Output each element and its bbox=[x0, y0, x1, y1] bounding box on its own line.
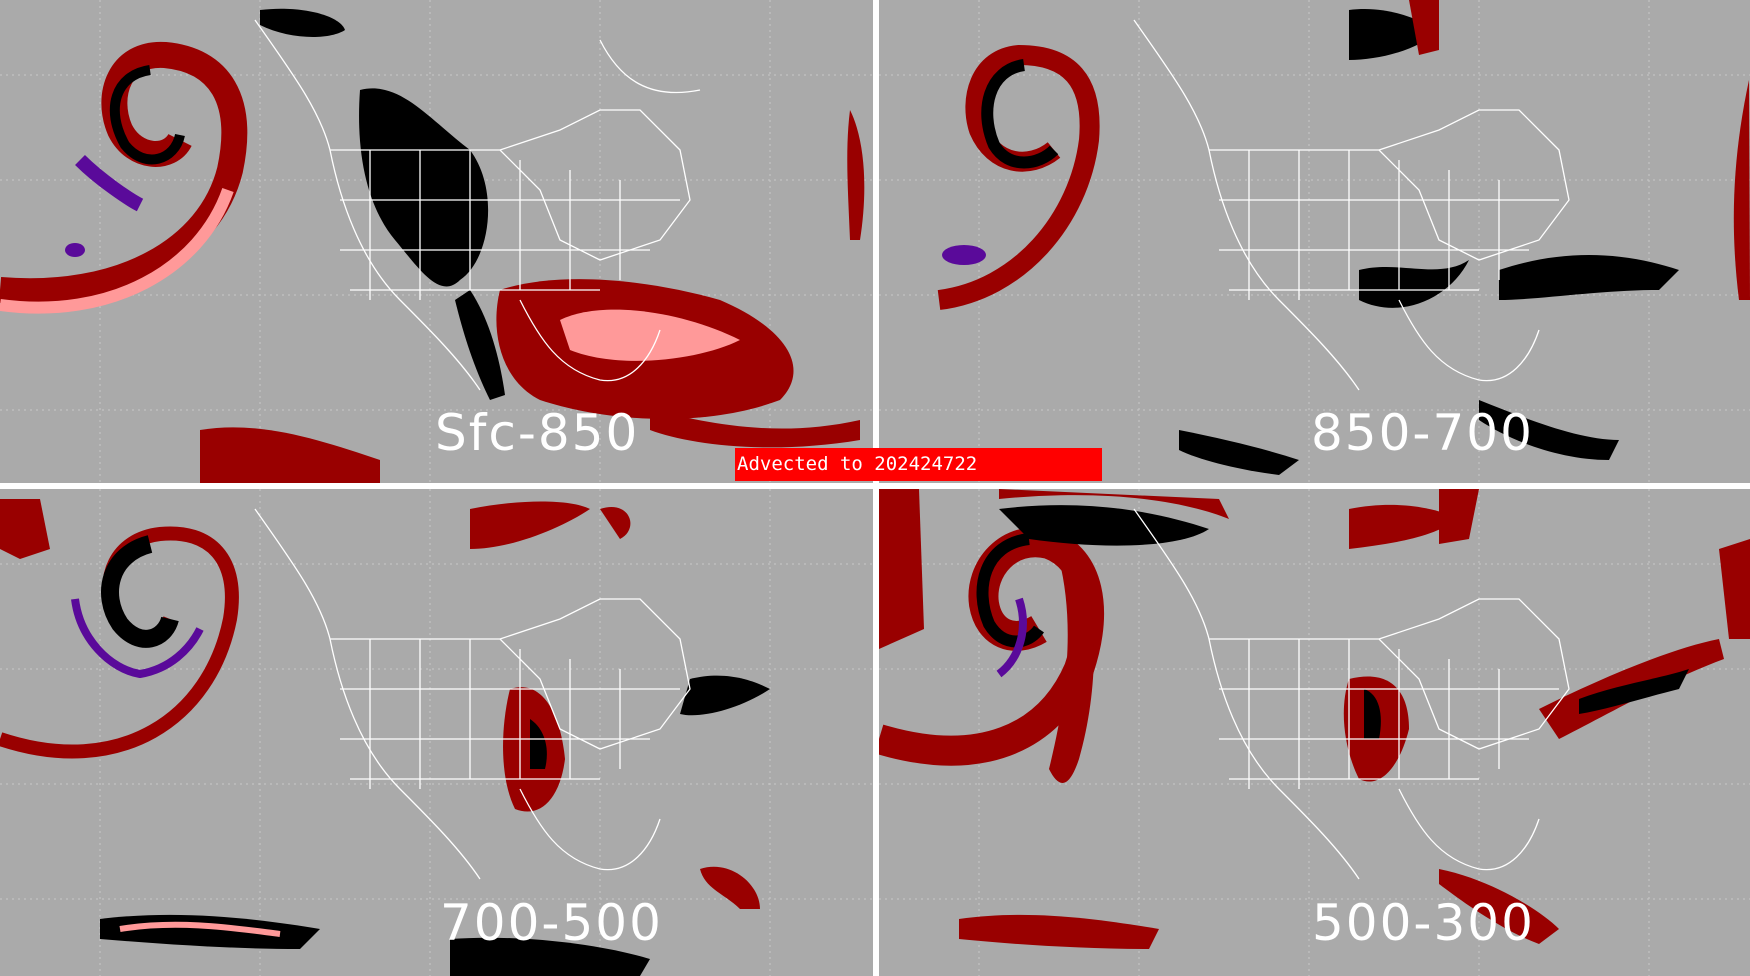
map-850-700 bbox=[879, 0, 1750, 483]
panel-700-500: 700-500 bbox=[0, 489, 873, 976]
panel-sfc-850: Sfc-850 bbox=[0, 0, 873, 483]
map-sfc-850 bbox=[0, 0, 873, 483]
layer-label: Sfc-850 bbox=[435, 404, 640, 462]
advected-timestamp-banner: Advected to 202424722 bbox=[735, 448, 1102, 481]
panel-850-700: 850-700 bbox=[879, 0, 1750, 483]
layer-label: 700-500 bbox=[440, 894, 663, 952]
map-500-300 bbox=[879, 489, 1750, 976]
layer-label: 850-700 bbox=[1311, 404, 1534, 462]
panel-500-300: 500-300 bbox=[879, 489, 1750, 976]
layer-label: 500-300 bbox=[1312, 894, 1535, 952]
map-700-500 bbox=[0, 489, 873, 976]
